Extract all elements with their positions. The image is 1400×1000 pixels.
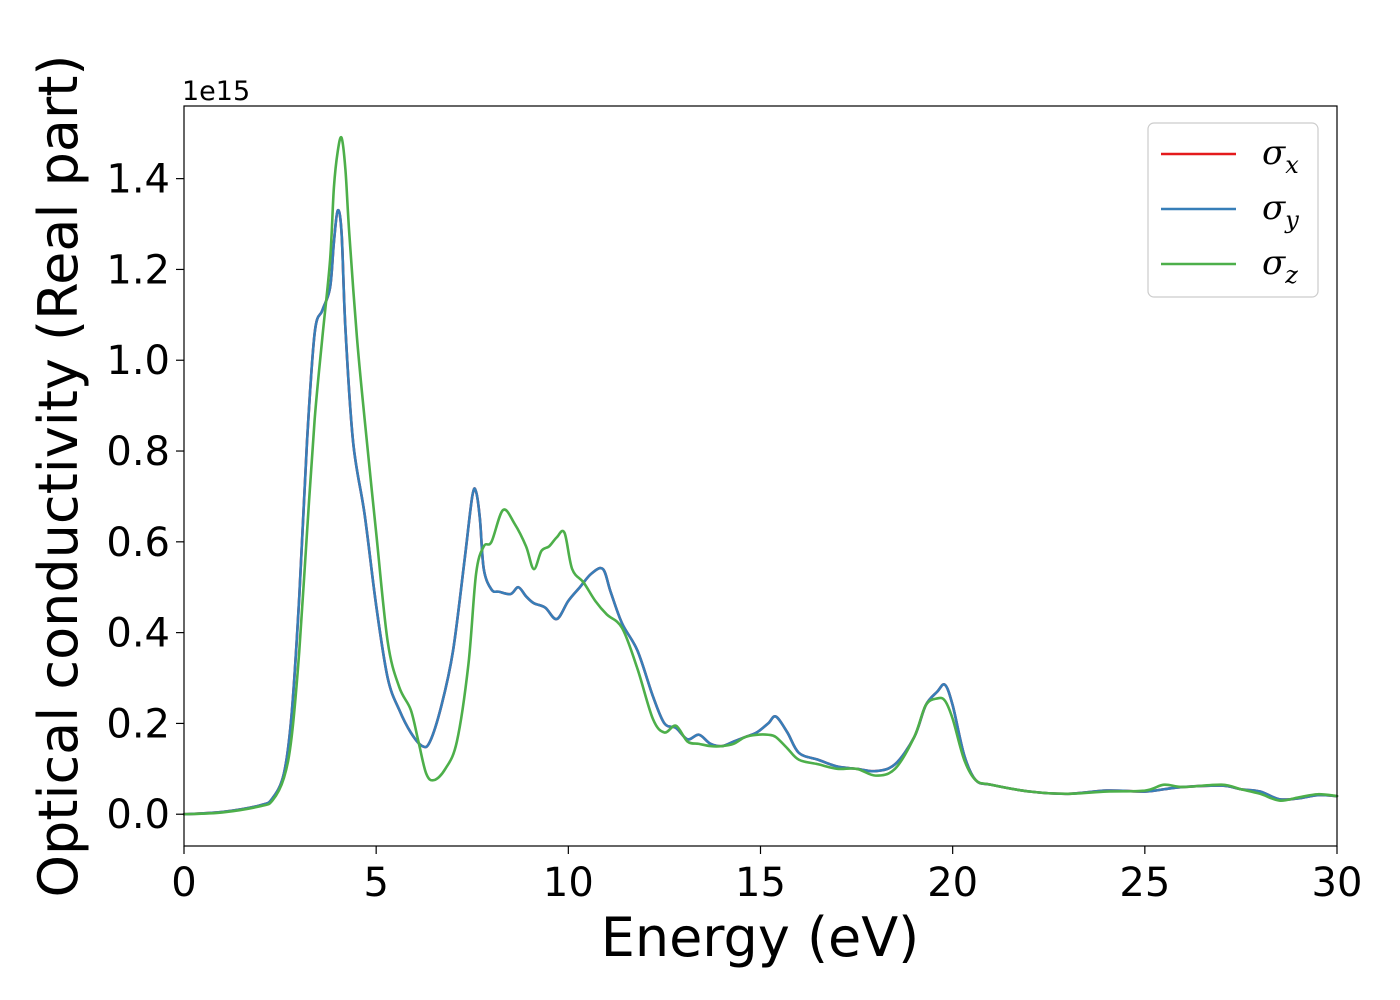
y-tick-label: 1.4 — [106, 157, 170, 203]
x-axis-ticks: 0 5 10 15 20 25 30 — [171, 846, 1362, 906]
x-tick-label: 0 — [171, 860, 196, 906]
x-tick-label: 25 — [1119, 860, 1170, 906]
series-line-x — [182, 208, 1339, 816]
y-axis-title: Optical conductivity (Real part) — [27, 55, 90, 898]
x-tick-label: 30 — [1312, 860, 1363, 906]
y-tick-label: 0.6 — [106, 520, 170, 566]
y-axis-ticks: 0.0 0.2 0.4 0.6 0.8 1.0 1.2 1.4 — [106, 157, 184, 838]
series-layer — [182, 135, 1339, 816]
legend-label: σz — [1262, 243, 1298, 289]
legend-label: σy — [1262, 188, 1299, 234]
y-tick-label: 1.0 — [106, 338, 170, 384]
x-tick-label: 10 — [543, 860, 594, 906]
y-tick-label: 0.0 — [106, 792, 170, 838]
y-tick-label: 0.4 — [106, 611, 170, 657]
legend-item-z: σz — [1161, 243, 1298, 289]
y-tick-label: 0.8 — [106, 429, 170, 475]
legend: σx σy σz — [1147, 122, 1319, 298]
legend-item-y: σy — [1161, 188, 1299, 234]
x-tick-label: 15 — [735, 860, 786, 906]
y-tick-label: 0.2 — [106, 701, 170, 747]
x-axis-title: Energy (eV) — [601, 906, 920, 969]
series-line-y — [182, 208, 1339, 816]
legend-label: σx — [1262, 133, 1299, 179]
y-tick-label: 1.2 — [106, 247, 170, 293]
x-tick-label: 5 — [363, 860, 388, 906]
x-tick-label: 20 — [927, 860, 978, 906]
series-line-z — [182, 135, 1339, 816]
legend-item-x: σx — [1161, 133, 1299, 179]
y-axis-offset-label: 1e15 — [182, 76, 250, 107]
